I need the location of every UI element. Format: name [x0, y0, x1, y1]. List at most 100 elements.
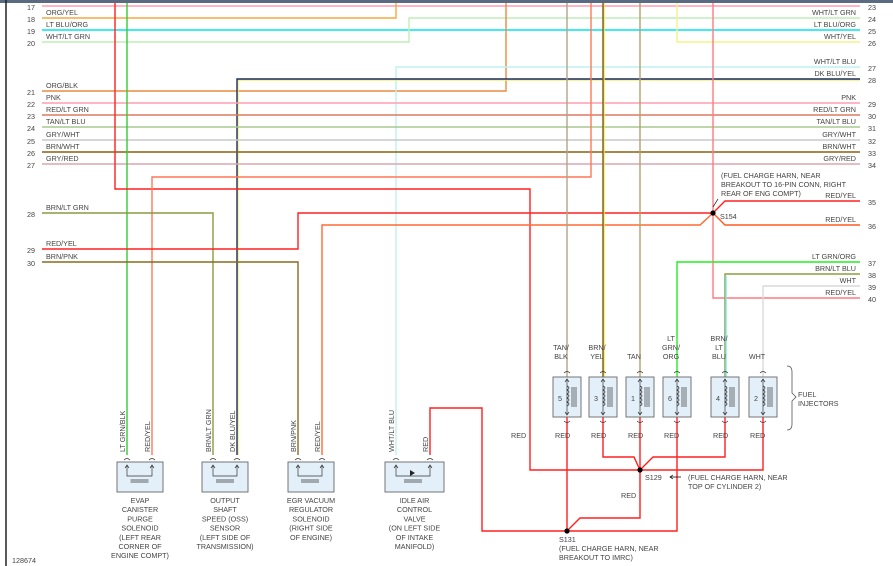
- component-name-line: MANIFOLD): [395, 542, 435, 551]
- valve-diode-icon: [392, 458, 434, 483]
- fuel-injectors: 5TAN/BLKRED3BRN/YELRED1TANRED6LTGRN/ORGR…: [552, 334, 778, 440]
- left-row-number: 17: [27, 3, 35, 12]
- wire-37-lt-grn-org: [676, 261, 860, 377]
- component-name-line: SOLENOID: [121, 524, 158, 533]
- right-row-number: 37: [868, 259, 876, 268]
- right-row-number: 39: [868, 283, 876, 292]
- component-name-line: CONTROL: [397, 505, 432, 514]
- right-row-number: 24: [868, 15, 876, 24]
- injector-ground-label: RED: [628, 431, 643, 440]
- wire-28-dk-blu-yel-a: [237, 79, 860, 455]
- injector-wire-label: TAN: [627, 352, 641, 361]
- left-row-number: 29: [27, 246, 35, 255]
- left-row-number: 30: [27, 259, 35, 268]
- component-name-line: ENGINE COMPT): [111, 551, 169, 560]
- component-name-line: OF ENGINE): [290, 533, 332, 542]
- injector-wire-label: LT: [715, 343, 723, 352]
- right-row-wire-label: RED/YEL: [825, 191, 856, 200]
- right-row-wire-label: TAN/LT BLU: [816, 117, 856, 126]
- left-row-number: 28: [27, 210, 35, 219]
- left-row-number: 19: [27, 27, 35, 36]
- component-name-line: IDLE AIR: [400, 496, 430, 505]
- left-row-number: 18: [27, 15, 35, 24]
- component-name-line: SENSOR: [210, 524, 240, 533]
- splice-s129-label: S129: [645, 473, 662, 482]
- injector-bracket: [786, 365, 797, 431]
- red-feed-label: RED: [511, 431, 526, 440]
- fuel-injector-1: 1 TAN RED: [625, 352, 655, 440]
- components: LT GRN/BLK RED/YELEVAPCANISTERPURGESOLENO…: [111, 409, 445, 560]
- wire-26-wht-yel: [676, 3, 860, 43]
- injector-coil-icon: [759, 371, 773, 423]
- injector-coil-icon: [599, 371, 613, 423]
- splice-s129-dot: [637, 467, 643, 473]
- red-s129-s131-label: RED: [621, 491, 636, 500]
- injector-wire-label: WHT: [749, 352, 766, 361]
- right-row-wire-label: RED/YEL: [825, 215, 856, 224]
- injector-ground-label: RED: [750, 431, 765, 440]
- left-row-wire-label: BRN/PNK: [46, 252, 78, 261]
- component-wire-label: LT GRN/BLK: [118, 411, 127, 452]
- wire-21-org-blk: [42, 3, 507, 92]
- splice-s131-note-2: BREAKOUT TO IMRC): [559, 553, 633, 562]
- injector-wire-label: LT: [667, 334, 675, 343]
- right-row-wire-label: BRN/WHT: [822, 142, 856, 151]
- left-row-wire-label: BRN/WHT: [46, 142, 80, 151]
- component-name-line: OUTPUT: [210, 496, 240, 505]
- left-row-number: 24: [27, 124, 35, 133]
- splice-s154-note-1: (FUEL CHARGE HARN, NEAR: [721, 171, 821, 180]
- wire-red-yel-evap: [151, 3, 592, 455]
- wire-s129-s131: [566, 470, 641, 532]
- solenoid-coil-icon: [209, 458, 241, 483]
- injector-wire-label: BRN/: [588, 343, 605, 352]
- component-2: BRN/PNK RED/YEL EGR VACUUMREGULATORSOLENOI…: [287, 420, 335, 542]
- injector-number: 6: [668, 394, 672, 403]
- solenoid-coil-icon: [294, 458, 326, 483]
- splice-s131-note-1: (FUEL CHARGE HARN, NEAR: [559, 544, 659, 553]
- splice-s154-dot: [710, 210, 716, 216]
- left-row-wire-label: PNK: [46, 93, 61, 102]
- right-row-number: 35: [868, 198, 876, 207]
- right-row-wire-label: WHT/LT BLU: [814, 57, 856, 66]
- component-wire-label: RED: [421, 437, 430, 452]
- component-name-line: (LEFT SIDE OF: [200, 533, 251, 542]
- right-row-wire-label: RED/LT GRN: [813, 105, 856, 114]
- wire-36-red-yel: [712, 212, 860, 226]
- injector-coil-icon: [673, 371, 687, 423]
- s129-arrow-icon: [669, 474, 681, 480]
- right-row-number: 36: [868, 222, 876, 231]
- component-wire-label: WHT/LT BLU: [387, 410, 396, 452]
- component-name-line: VALVE: [403, 514, 425, 523]
- injector-wire-label: YEL: [590, 352, 604, 361]
- splice-s154-note-3: REAR OF ENG COMPT): [721, 189, 801, 198]
- left-row-wire-label: ORG/YEL: [46, 8, 78, 17]
- component-wire-label: RED/YEL: [313, 421, 322, 452]
- right-row-wire-label: RED/YEL: [825, 288, 856, 297]
- component-wire-label: RED/YEL: [143, 421, 152, 452]
- left-row-number: 21: [27, 88, 35, 97]
- left-row-wire-label: TAN/LT BLU: [46, 117, 86, 126]
- right-row-labels: 23 24 WHT/LT GRN 25 LT BLU/ORG 26 WHT/YEL 27 WHT…: [812, 3, 876, 304]
- injector-coil-icon: [721, 371, 735, 423]
- left-row-wire-label: GRY/WHT: [46, 130, 80, 139]
- wire-20-wht-lt-grn: [42, 17, 860, 43]
- wire-18-org-yel: [42, 3, 397, 19]
- right-row-number: 34: [868, 161, 876, 170]
- wire-red-yel-egr: [321, 212, 714, 455]
- wire-28-dk-blu-yel: [236, 78, 860, 455]
- right-row-number: 32: [868, 137, 876, 146]
- injector-ground-label: RED: [713, 431, 728, 440]
- left-row-wire-label: LT BLU/ORG: [46, 20, 88, 29]
- component-wire-label: BRN/PNK: [289, 420, 298, 452]
- injector-number: 1: [631, 394, 635, 403]
- left-row-wire-label: GRY/RED: [46, 154, 79, 163]
- right-row-number: 40: [868, 295, 876, 304]
- wires: [42, 3, 860, 532]
- right-row-wire-label: BRN/LT BLU: [815, 264, 856, 273]
- component-name-line: REGULATOR: [289, 505, 333, 514]
- wire-40-red-yel: [712, 3, 860, 299]
